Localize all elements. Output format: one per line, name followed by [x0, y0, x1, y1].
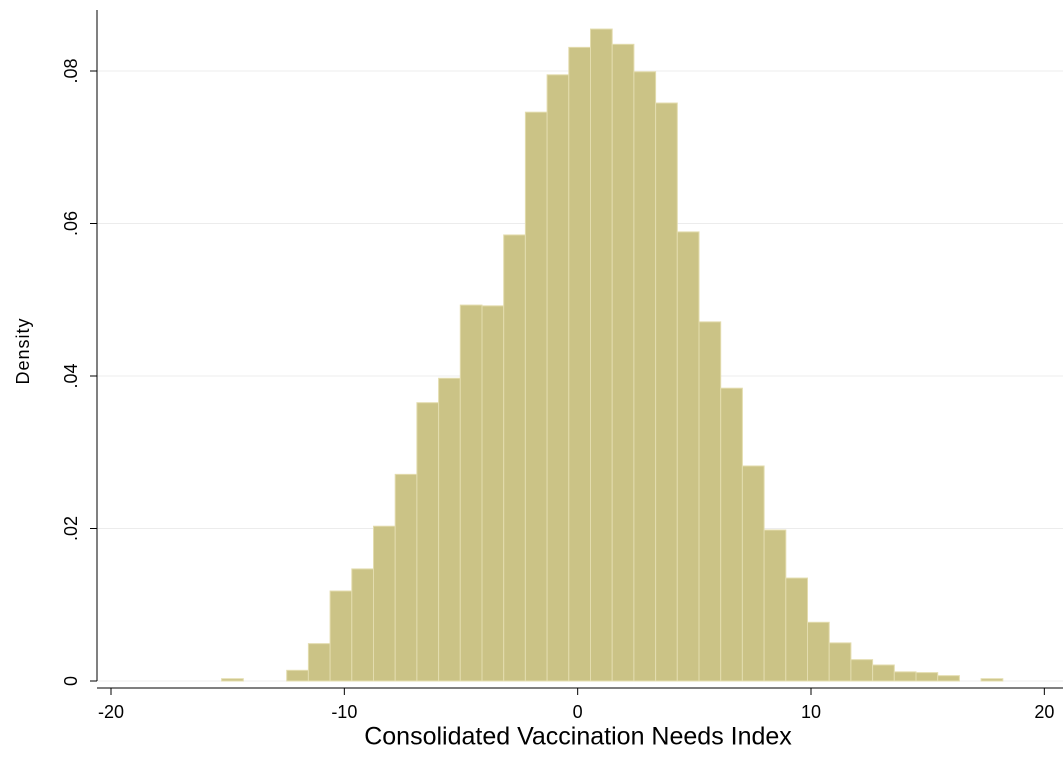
bar: [329, 590, 353, 682]
bar: [937, 675, 960, 682]
bar: [872, 664, 895, 682]
bar: [416, 402, 440, 682]
bar: [655, 102, 678, 682]
bar: [394, 473, 418, 682]
bar: [611, 43, 635, 682]
y-tick-label: 0: [61, 676, 81, 686]
bar: [438, 377, 461, 682]
bar: [807, 621, 830, 682]
bar: [698, 321, 722, 682]
x-tick-label: 20: [1034, 702, 1054, 722]
bar: [546, 74, 570, 682]
x-tick-label: 10: [801, 702, 821, 722]
bar: [741, 465, 765, 682]
bar: [351, 568, 374, 682]
x-axis-title: Consolidated Vaccination Needs Index: [364, 723, 792, 751]
x-tick-label: -10: [331, 702, 357, 722]
bar: [676, 231, 700, 682]
bar: [524, 111, 548, 682]
bar: [286, 669, 309, 682]
bar: [307, 643, 331, 682]
y-tick-label: .04: [61, 363, 81, 388]
bar: [481, 305, 505, 682]
bar: [850, 659, 874, 682]
x-tick-label: -20: [98, 702, 124, 722]
bar: [763, 529, 787, 682]
bar: [915, 672, 939, 682]
y-axis-title: Density: [13, 317, 33, 384]
bar: [221, 678, 244, 682]
bar: [590, 28, 613, 682]
bar: [785, 577, 808, 682]
bar: [893, 671, 917, 682]
bar: [828, 642, 852, 682]
bar: [568, 46, 591, 682]
bar: [980, 678, 1004, 682]
y-tick-label: .02: [61, 516, 81, 541]
bar: [373, 525, 396, 682]
y-tick-label: .08: [61, 58, 81, 83]
y-tick-label: .06: [61, 211, 81, 236]
bar: [633, 71, 657, 682]
bar: [503, 234, 526, 682]
bar: [720, 387, 743, 682]
bar: [459, 304, 483, 682]
x-tick-label: 0: [573, 702, 583, 722]
